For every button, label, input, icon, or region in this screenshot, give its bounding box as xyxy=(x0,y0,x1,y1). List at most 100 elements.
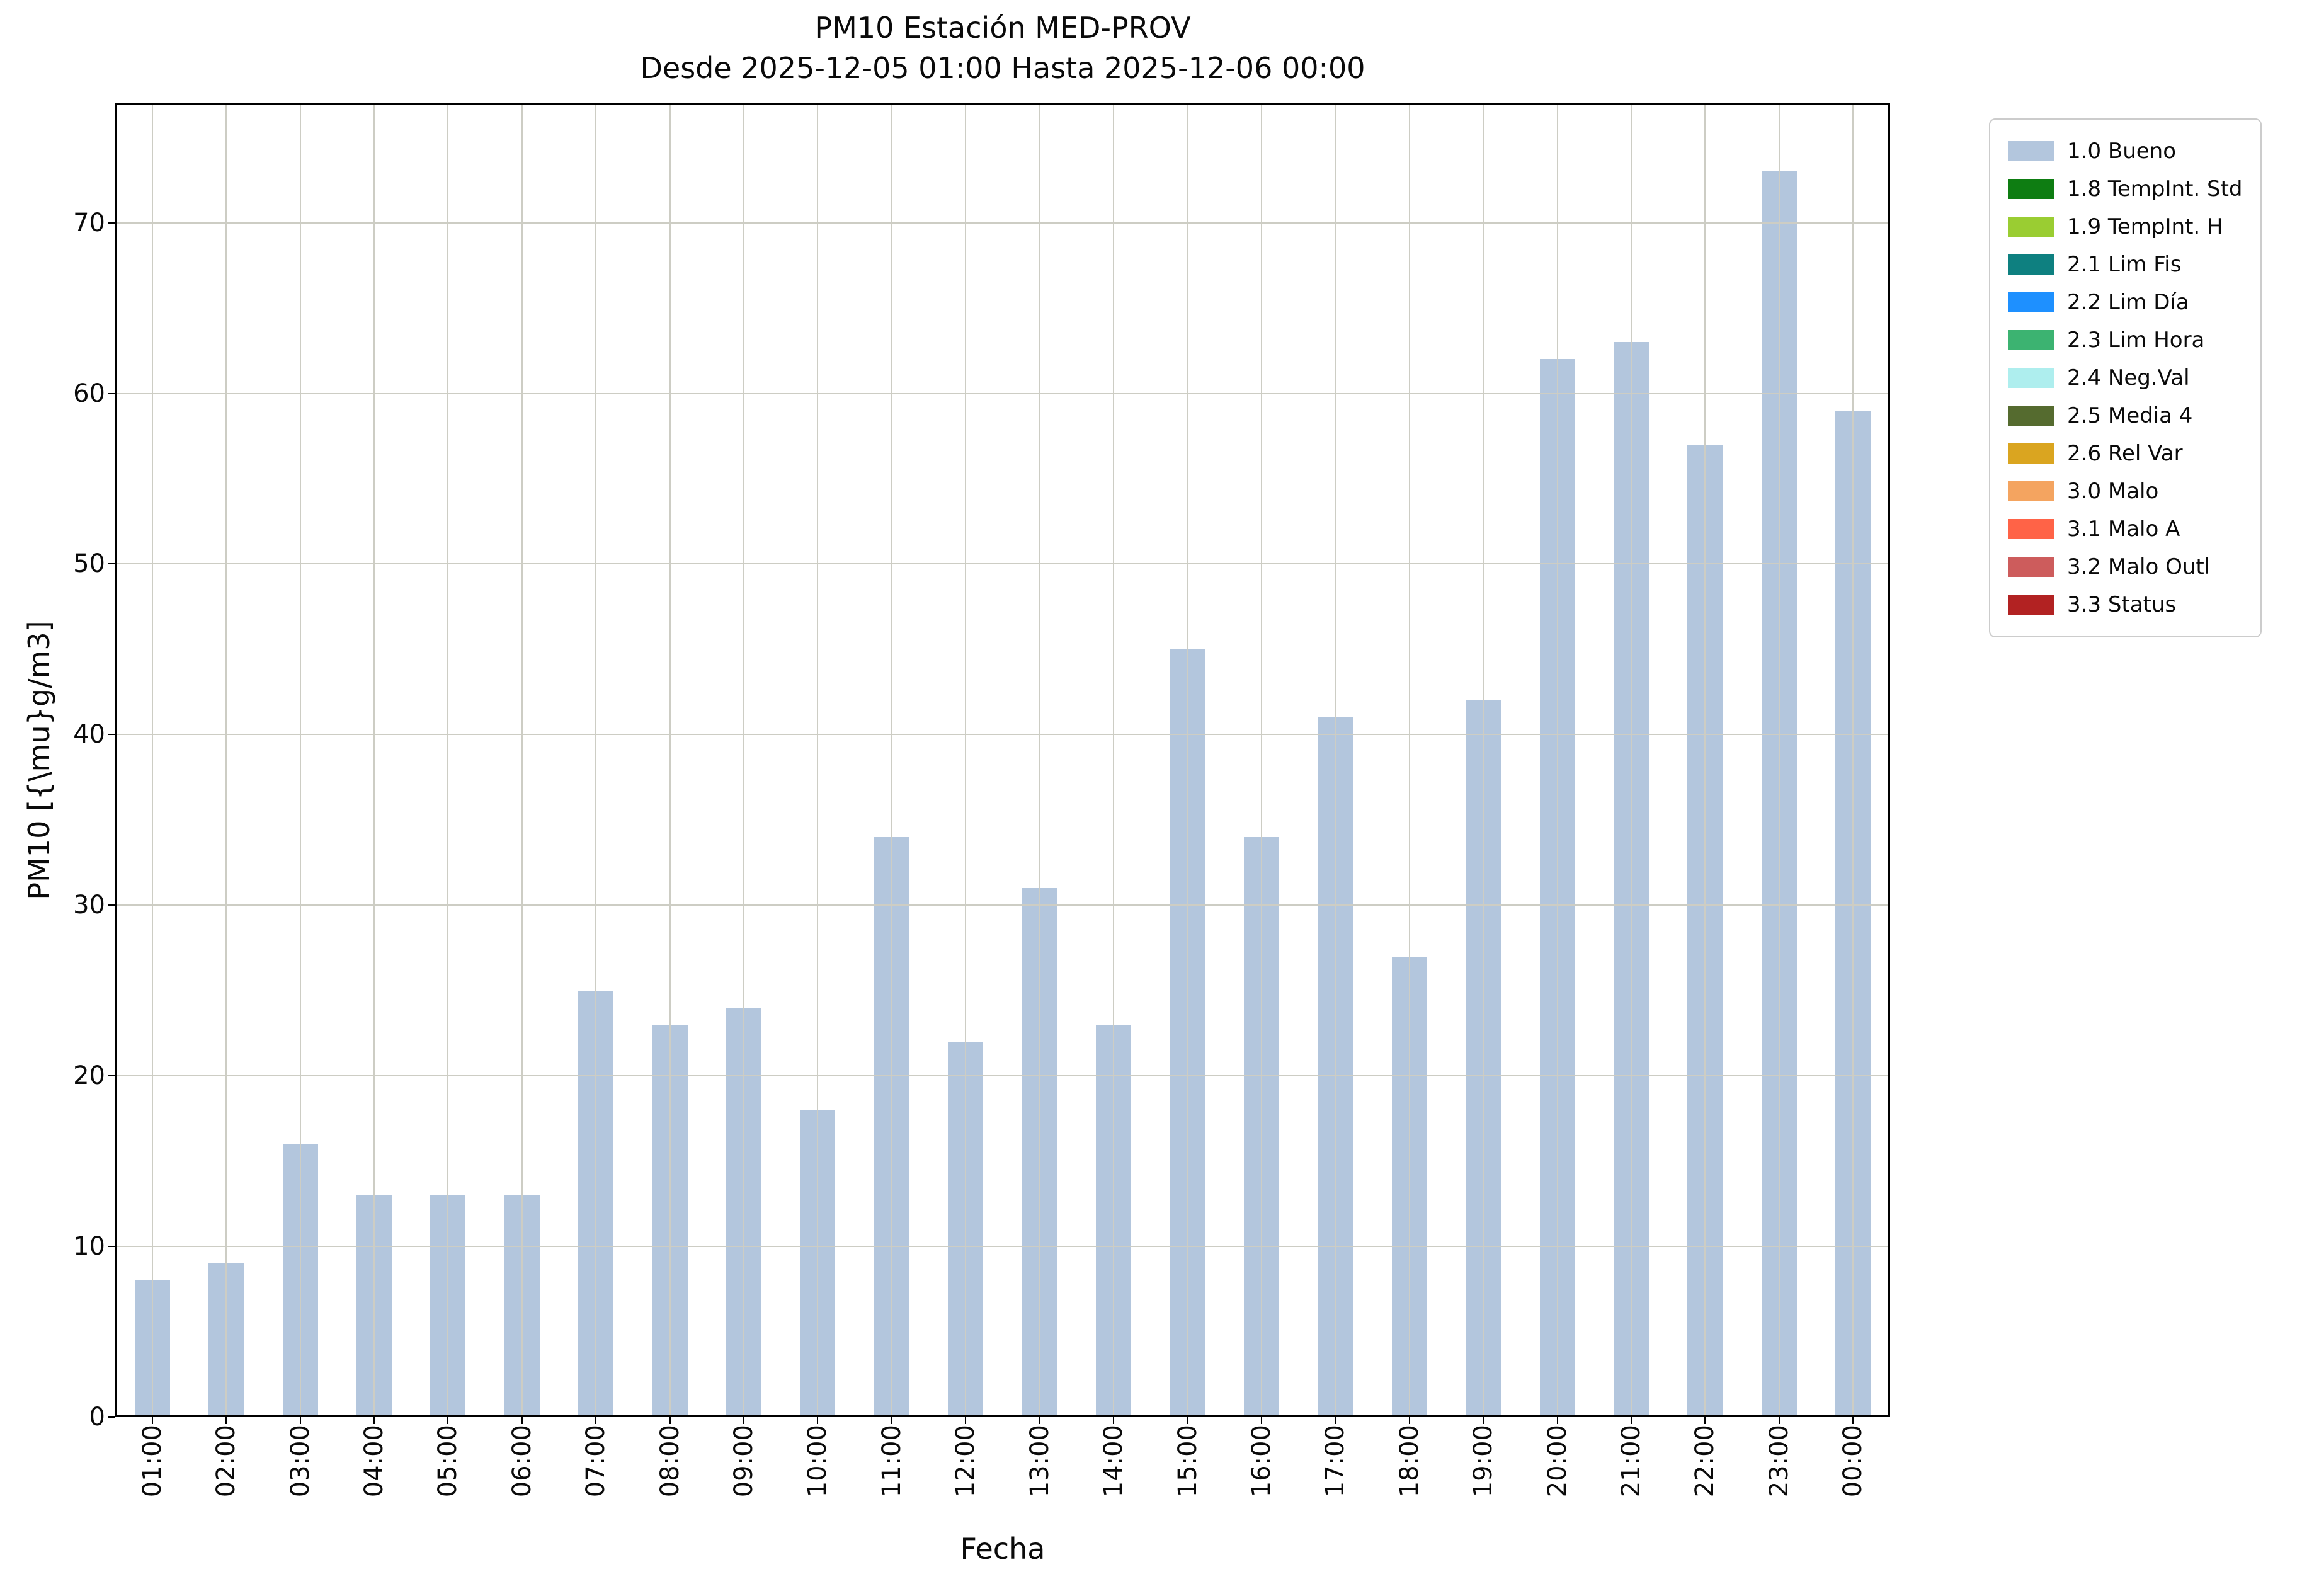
legend-entry: 1.8 TempInt. Std xyxy=(2008,170,2243,208)
chart-subtitle: Desde 2025-12-05 01:00 Hasta 2025-12-06 … xyxy=(640,51,1365,85)
legend-label: 3.1 Malo A xyxy=(2067,516,2180,542)
legend-label: 1.9 TempInt. H xyxy=(2067,214,2223,239)
x-tick-mark xyxy=(965,1417,967,1424)
x-tick-label: 05:00 xyxy=(433,1425,463,1498)
legend-swatch xyxy=(2008,481,2054,501)
legend-swatch xyxy=(2008,141,2054,161)
y-tick-mark xyxy=(108,1246,115,1248)
vertical-gridline xyxy=(299,103,301,1417)
x-tick-mark xyxy=(595,1417,597,1424)
x-tick-label: 16:00 xyxy=(1246,1425,1276,1498)
x-tick-label: 06:00 xyxy=(507,1425,537,1498)
horizontal-gridline xyxy=(115,904,1890,906)
legend-swatch xyxy=(2008,330,2054,350)
x-tick-mark xyxy=(1335,1417,1336,1424)
x-tick-mark xyxy=(1039,1417,1040,1424)
x-tick-label: 03:00 xyxy=(285,1425,315,1498)
y-tick-mark xyxy=(108,1075,115,1077)
legend-label: 3.2 Malo Outl xyxy=(2067,554,2211,579)
vertical-gridline xyxy=(1335,103,1336,1417)
horizontal-gridline xyxy=(115,563,1890,565)
legend-label: 3.3 Status xyxy=(2067,592,2177,617)
x-tick-label: 01:00 xyxy=(137,1425,167,1498)
chart-title-block: PM10 Estación MED-PROV Desde 2025-12-05 … xyxy=(115,8,1890,88)
legend: 1.0 Bueno 1.8 TempInt. Std 1.9 TempInt. H 2… xyxy=(1989,118,2262,637)
y-tick-mark xyxy=(108,563,115,565)
x-tick-mark xyxy=(669,1417,671,1424)
x-tick-mark xyxy=(1260,1417,1262,1424)
horizontal-gridline xyxy=(115,222,1890,224)
legend-entry: 3.0 Malo xyxy=(2008,472,2243,510)
y-tick-mark xyxy=(108,904,115,906)
y-tick-mark xyxy=(108,392,115,394)
vertical-gridline xyxy=(891,103,892,1417)
legend-swatch xyxy=(2008,217,2054,237)
y-tick-label: 70 xyxy=(73,208,105,237)
legend-entry: 2.6 Rel Var xyxy=(2008,435,2243,472)
x-tick-mark xyxy=(1852,1417,1854,1424)
vertical-gridline xyxy=(1260,103,1262,1417)
x-tick-mark xyxy=(1483,1417,1484,1424)
vertical-gridline xyxy=(965,103,967,1417)
chart-title: PM10 Estación MED-PROV xyxy=(814,11,1191,45)
legend-swatch xyxy=(2008,292,2054,312)
x-tick-label: 08:00 xyxy=(655,1425,685,1498)
x-tick-label: 14:00 xyxy=(1099,1425,1129,1498)
x-tick-label: 13:00 xyxy=(1025,1425,1054,1498)
x-tick-mark xyxy=(447,1417,449,1424)
legend-entry: 2.2 Lim Día xyxy=(2008,283,2243,321)
vertical-gridline xyxy=(1778,103,1780,1417)
vertical-gridline xyxy=(1483,103,1484,1417)
y-tick-label: 10 xyxy=(73,1232,105,1262)
x-tick-label: 04:00 xyxy=(359,1425,389,1498)
x-tick-label: 17:00 xyxy=(1321,1425,1350,1498)
y-tick-label: 20 xyxy=(73,1061,105,1091)
legend-label: 2.5 Media 4 xyxy=(2067,403,2193,428)
legend-label: 1.0 Bueno xyxy=(2067,139,2177,164)
y-tick-mark xyxy=(108,222,115,224)
legend-entry: 2.1 Lim Fis xyxy=(2008,246,2243,283)
x-axis-label: Fecha xyxy=(960,1532,1046,1566)
plot-area xyxy=(115,103,1890,1417)
x-tick-label: 09:00 xyxy=(729,1425,759,1498)
legend-label: 2.4 Neg.Val xyxy=(2067,365,2190,390)
vertical-gridline xyxy=(447,103,449,1417)
legend-label: 3.0 Malo xyxy=(2067,479,2159,504)
legend-entry: 2.5 Media 4 xyxy=(2008,397,2243,435)
legend-label: 2.6 Rel Var xyxy=(2067,441,2183,466)
horizontal-gridline xyxy=(115,1416,1890,1417)
x-tick-mark xyxy=(1778,1417,1780,1424)
x-tick-label: 11:00 xyxy=(877,1425,906,1498)
horizontal-gridline xyxy=(115,392,1890,394)
legend-swatch xyxy=(2008,406,2054,426)
x-tick-mark xyxy=(225,1417,227,1424)
y-tick-label: 40 xyxy=(73,720,105,750)
y-tick-mark xyxy=(108,734,115,736)
x-tick-mark xyxy=(817,1417,819,1424)
legend-label: 1.8 TempInt. Std xyxy=(2067,176,2243,202)
y-axis-label: PM10 [{\mu}g/m3] xyxy=(22,620,56,900)
x-tick-label: 10:00 xyxy=(803,1425,833,1498)
x-tick-mark xyxy=(743,1417,745,1424)
x-tick-label: 15:00 xyxy=(1173,1425,1202,1498)
x-tick-mark xyxy=(521,1417,523,1424)
legend-label: 2.3 Lim Hora xyxy=(2067,328,2205,353)
y-tick-label: 0 xyxy=(89,1403,105,1432)
x-tick-mark xyxy=(1187,1417,1188,1424)
y-tick-label: 50 xyxy=(73,549,105,579)
legend-label: 2.2 Lim Día xyxy=(2067,290,2189,315)
legend-swatch xyxy=(2008,519,2054,539)
legend-entry: 1.0 Bueno xyxy=(2008,132,2243,170)
x-tick-mark xyxy=(891,1417,892,1424)
vertical-gridline xyxy=(1408,103,1410,1417)
vertical-gridline xyxy=(1039,103,1040,1417)
vertical-gridline xyxy=(1556,103,1558,1417)
vertical-gridline xyxy=(1187,103,1188,1417)
vertical-gridline xyxy=(595,103,597,1417)
horizontal-gridline xyxy=(115,734,1890,736)
y-tick-label: 60 xyxy=(73,379,105,408)
horizontal-gridline xyxy=(115,1075,1890,1077)
x-tick-label: 12:00 xyxy=(951,1425,981,1498)
vertical-gridline xyxy=(225,103,227,1417)
